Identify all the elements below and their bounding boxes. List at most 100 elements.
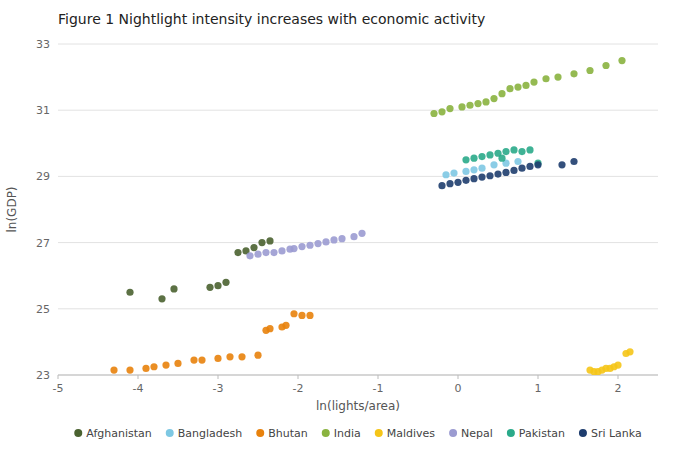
series [110, 310, 313, 373]
point [506, 85, 513, 92]
point [482, 98, 489, 105]
point [330, 236, 337, 243]
y-tick-label: 29 [36, 170, 50, 183]
chart: Figure 1 Nightlight intensity increases … [0, 0, 680, 453]
point [162, 361, 169, 368]
x-tick [218, 375, 219, 379]
point [126, 289, 133, 296]
grid-line [58, 375, 658, 376]
legend-item: Nepal [449, 427, 493, 440]
point [494, 170, 501, 177]
point [350, 233, 357, 240]
point [510, 146, 517, 153]
point [306, 242, 313, 249]
point [290, 310, 297, 317]
point [502, 148, 509, 155]
legend-label: Afghanistan [86, 427, 152, 440]
point [474, 100, 481, 107]
legend-marker [256, 429, 264, 437]
point [266, 325, 273, 332]
point [522, 82, 529, 89]
point [514, 158, 521, 165]
point [206, 284, 213, 291]
legend-marker [74, 429, 82, 437]
point [514, 83, 521, 90]
point [446, 180, 453, 187]
point [438, 182, 445, 189]
point [358, 230, 365, 237]
point [618, 57, 625, 64]
point [278, 247, 285, 254]
point [518, 165, 525, 172]
point [526, 146, 533, 153]
point [498, 155, 505, 162]
point [490, 95, 497, 102]
point [554, 74, 561, 81]
legend: AfghanistanBangladeshBhutanIndiaMaldives… [74, 427, 642, 440]
point [298, 312, 305, 319]
title: Figure 1 Nightlight intensity increases … [58, 11, 485, 27]
x-tick [538, 375, 539, 379]
point [250, 244, 257, 251]
point [502, 169, 509, 176]
points [110, 57, 633, 375]
point [526, 163, 533, 170]
legend-label: Bangladesh [178, 427, 243, 440]
legend-label: Maldives [387, 427, 436, 440]
x-tick-label: -5 [53, 382, 64, 395]
point [542, 75, 549, 82]
point [254, 251, 261, 258]
y-tick-label: 23 [36, 369, 50, 382]
point [486, 172, 493, 179]
point [222, 279, 229, 286]
point [226, 353, 233, 360]
x-tick [618, 375, 619, 379]
point [534, 161, 541, 168]
legend-marker [375, 429, 383, 437]
series [126, 237, 273, 302]
point [466, 102, 473, 109]
x-tick-label: -1 [373, 382, 384, 395]
x-tick-label: -2 [293, 382, 304, 395]
point [454, 179, 461, 186]
x-tick-label: 0 [455, 382, 462, 395]
point [170, 285, 177, 292]
legend-marker [579, 429, 587, 437]
point [626, 348, 633, 355]
x-tick [378, 375, 379, 379]
y-tick-label: 27 [36, 237, 50, 250]
legend-item: Maldives [375, 427, 436, 440]
point [458, 103, 465, 110]
point [214, 355, 221, 362]
grid [58, 44, 658, 375]
y-tick-label: 25 [36, 303, 50, 316]
point [614, 361, 621, 368]
point [198, 357, 205, 364]
point [470, 155, 477, 162]
legend-label: Sri Lanka [591, 427, 642, 440]
legend-label: Bhutan [268, 427, 308, 440]
x-tick [138, 375, 139, 379]
x-tick [298, 375, 299, 379]
y-axis: 232527293133 [36, 38, 50, 382]
point [266, 237, 273, 244]
point [498, 90, 505, 97]
legend-item: Bangladesh [166, 427, 243, 440]
x-tick-label: -4 [133, 382, 144, 395]
point [438, 108, 445, 115]
legend-item: Bhutan [256, 427, 308, 440]
point [570, 70, 577, 77]
point [258, 239, 265, 246]
point [602, 62, 609, 69]
series [430, 57, 625, 117]
point [470, 175, 477, 182]
legend-item: Afghanistan [74, 427, 152, 440]
point [338, 235, 345, 242]
point [290, 245, 297, 252]
point [254, 352, 261, 359]
point [586, 67, 593, 74]
x-tick-label: 1 [535, 382, 542, 395]
point [446, 105, 453, 112]
point [478, 165, 485, 172]
point [510, 167, 517, 174]
